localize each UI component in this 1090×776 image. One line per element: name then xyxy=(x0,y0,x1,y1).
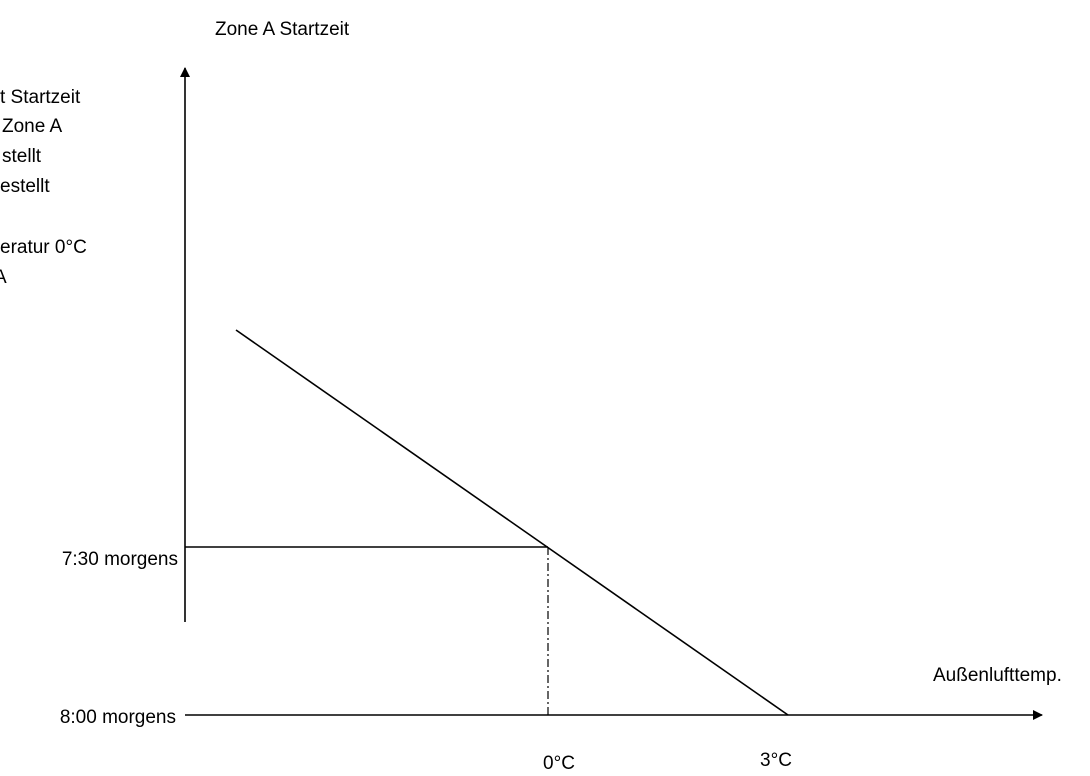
x-axis-label: Außenlufttemp. xyxy=(933,665,1062,686)
x-label: 0°C xyxy=(543,753,575,774)
y-label: 8:00 morgens xyxy=(60,707,176,728)
note-line: Zone A xyxy=(2,116,63,137)
note-line: A xyxy=(0,267,7,288)
note-line: t Startzeit xyxy=(0,87,81,108)
y-label: 7:30 morgens xyxy=(62,549,178,570)
x-label: 3°C xyxy=(760,750,792,771)
axis-title: Zone A Startzeit xyxy=(215,19,350,40)
note-line: stellt xyxy=(2,146,42,167)
slope-line xyxy=(235,329,789,716)
note-line: eratur 0°C xyxy=(0,237,87,258)
note-line: estellt xyxy=(0,176,50,197)
